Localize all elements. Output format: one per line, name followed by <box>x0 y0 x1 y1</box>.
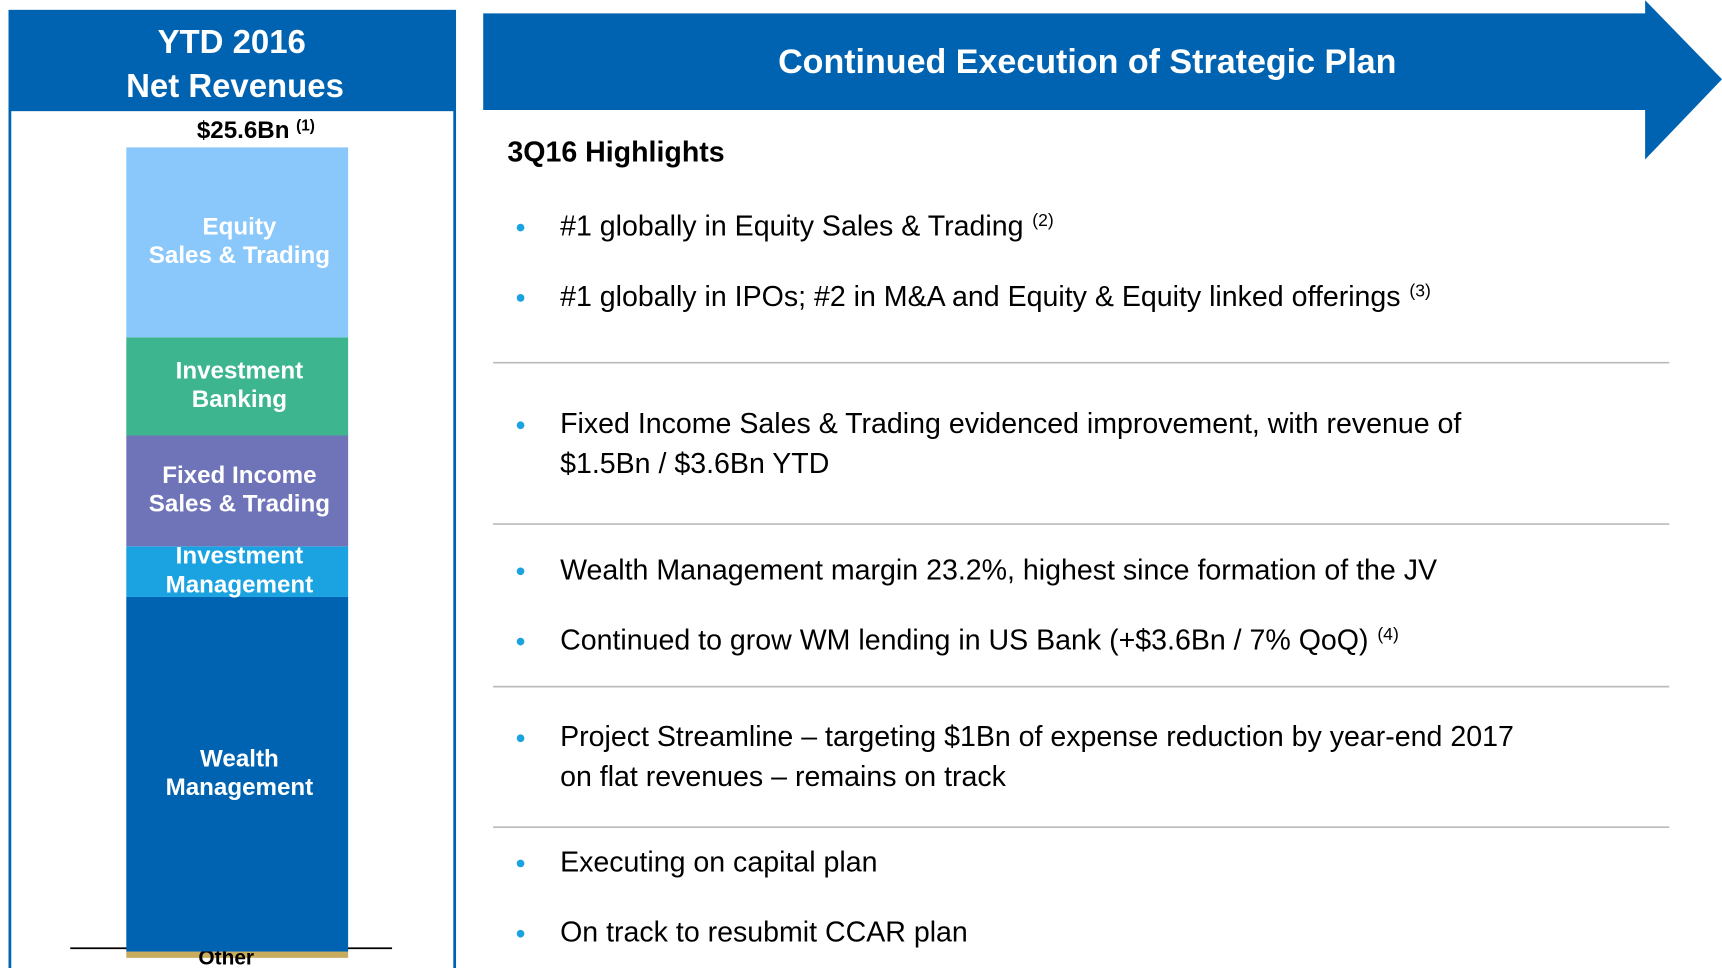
total-value: $25.6Bn <box>197 117 290 144</box>
segment-label: Fixed Income <box>162 462 316 489</box>
highlight-line: #1 globally in IPOs; #2 in M&A and Equit… <box>560 280 1401 312</box>
highlight-text: Wealth Management margin 23.2%, highest … <box>560 554 1437 586</box>
highlight-text: $1.5Bn / $3.6Bn YTD <box>560 447 829 479</box>
bar-segment <box>126 596 349 952</box>
header-arrow <box>483 0 1722 160</box>
segment-label: Other <box>198 946 254 968</box>
highlight-line: Executing on capital plan <box>560 846 877 878</box>
bullet <box>516 294 525 302</box>
highlight-text: #1 globally in IPOs; #2 in M&A and Equit… <box>560 280 1431 312</box>
footnote: (2) <box>1032 210 1053 230</box>
highlight-line: on flat revenues – remains on track <box>560 760 1007 792</box>
bullet <box>516 223 525 232</box>
header-title: Continued Execution of Strategic Plan <box>778 43 1396 81</box>
segment-label: Banking <box>192 386 287 413</box>
left-title: Net Revenues <box>126 67 344 104</box>
bar-segment <box>126 147 349 338</box>
segment-label: Sales & Trading <box>149 242 330 269</box>
footnote: (3) <box>1409 280 1430 300</box>
highlight-line: $1.5Bn / $3.6Bn YTD <box>560 447 829 479</box>
bullet <box>516 637 525 646</box>
left-header <box>9 11 455 112</box>
segment-label: Management <box>166 571 314 598</box>
bar-segment <box>126 951 349 958</box>
highlight-text: Project Streamline – targeting $1Bn of e… <box>560 721 1514 753</box>
segment-label: Management <box>166 774 314 801</box>
segment-label: Investment <box>176 358 304 385</box>
highlights: #1 globally in Equity Sales & Trading (2)… <box>493 210 1670 948</box>
segment-label: Sales & Trading <box>149 491 330 518</box>
bar-segment <box>126 546 349 597</box>
highlight-line: Project Streamline – targeting $1Bn of e… <box>560 721 1514 753</box>
highlight-line: On track to resubmit CCAR plan <box>560 916 968 948</box>
highlight-text: #1 globally in Equity Sales & Trading (2) <box>560 210 1054 242</box>
stacked-bar: OtherWealthManagementInvestmentManagemen… <box>70 147 393 968</box>
bar-segment <box>126 337 349 436</box>
footnote: (1) <box>296 118 315 135</box>
segment-label: Investment <box>176 543 304 570</box>
highlight-text: Fixed Income Sales & Trading evidenced i… <box>560 408 1461 440</box>
highlight-line: Fixed Income Sales & Trading evidenced i… <box>560 408 1461 440</box>
highlight-text: On track to resubmit CCAR plan <box>560 916 968 948</box>
highlight-line: Continued to grow WM lending in US Bank … <box>560 624 1368 656</box>
bullet <box>516 421 525 430</box>
segment-label: Wealth <box>200 745 279 772</box>
footnote: (4) <box>1377 624 1398 644</box>
bullet <box>516 859 525 868</box>
bullet <box>516 734 525 743</box>
highlight-text: on flat revenues – remains on track <box>560 760 1007 792</box>
bullet <box>516 567 525 576</box>
bullet <box>516 929 525 938</box>
segment-label: Equity <box>202 213 276 240</box>
left-title: YTD 2016 <box>158 23 306 60</box>
highlight-text: Continued to grow WM lending in US Bank … <box>560 624 1399 656</box>
total-label: $25.6Bn (1) <box>197 117 315 144</box>
highlight-line: #1 globally in Equity Sales & Trading <box>560 210 1023 242</box>
highlight-line: Wealth Management margin 23.2%, highest … <box>560 554 1437 586</box>
highlight-text: Executing on capital plan <box>560 846 877 878</box>
bar-segment <box>126 435 349 547</box>
highlights-title: 3Q16 Highlights <box>507 137 724 169</box>
